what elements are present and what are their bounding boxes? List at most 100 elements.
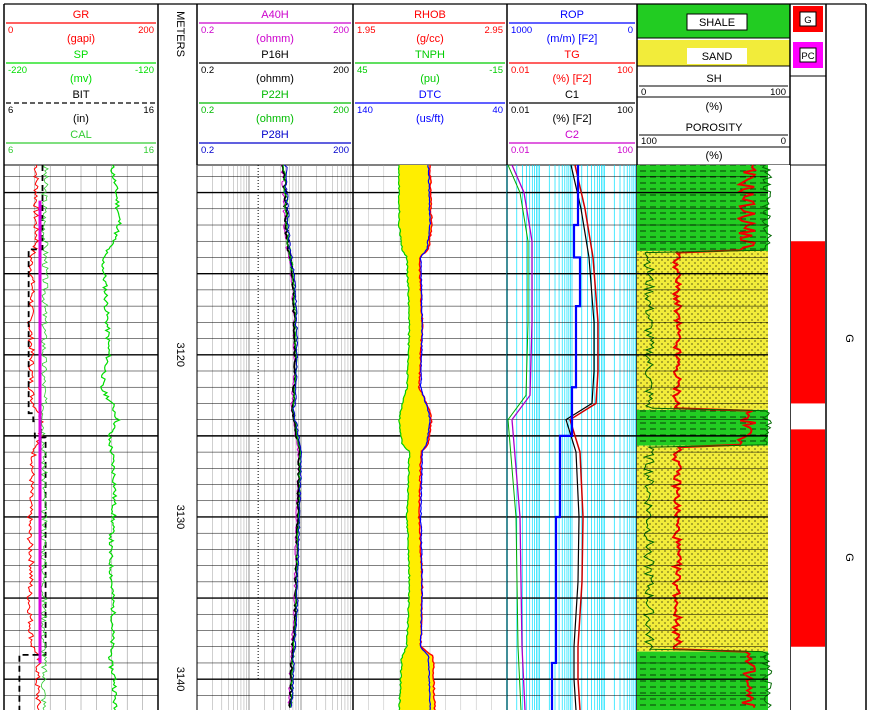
gas-zone-bar xyxy=(791,241,825,404)
curve-unit: (us/ft) xyxy=(416,113,444,125)
zone-label: G xyxy=(843,553,855,562)
scale-max: 200 xyxy=(138,25,154,36)
lithology-interval xyxy=(637,445,768,652)
c2-curve xyxy=(511,164,533,710)
scale-max: -15 xyxy=(489,65,503,76)
scale-min: 0.01 xyxy=(511,105,530,116)
c1-curve xyxy=(565,164,595,710)
depth-unit-label: METERS xyxy=(174,11,186,57)
scale-max: 200 xyxy=(333,25,349,36)
track-bodies: METERS 3120 3130 3140 G G xyxy=(3,3,867,710)
curve-name: P28H xyxy=(261,129,289,141)
sh-curve-name: SH xyxy=(706,73,721,85)
lithology-interval xyxy=(637,165,768,251)
scale-min: 0.01 xyxy=(511,145,530,156)
sh-unit: (%) xyxy=(705,101,722,113)
scale-min: 0.2 xyxy=(201,65,214,76)
curve-unit: (g/cc) xyxy=(416,33,444,45)
shale-legend-label: SHALE xyxy=(699,17,735,29)
scale-min: -220 xyxy=(8,65,27,76)
scale-max: 16 xyxy=(143,145,154,156)
curve-name: TNPH xyxy=(415,49,445,61)
bit-curve xyxy=(18,165,47,710)
p16h-curve xyxy=(281,164,301,708)
scale-min: 6 xyxy=(8,145,13,156)
scale-max: 100 xyxy=(617,65,633,76)
p28h-curve xyxy=(283,164,303,708)
curve-unit: (gapi) xyxy=(67,33,95,45)
porosity-max: 0 xyxy=(781,136,786,147)
scale-max: 100 xyxy=(617,105,633,116)
sh-max: 100 xyxy=(770,87,786,98)
crossover-fill xyxy=(398,165,436,710)
scale-min: 0.2 xyxy=(201,105,214,116)
depth-label: 3140 xyxy=(174,667,186,691)
scale-max: 200 xyxy=(333,145,349,156)
curve-unit: (ohmm) xyxy=(256,33,294,45)
gas-zone-bar xyxy=(791,429,825,647)
curve-name: RHOB xyxy=(414,9,446,21)
curve-name: ROP xyxy=(560,9,584,21)
sand-legend-label: SAND xyxy=(702,51,733,63)
curve-name: GR xyxy=(73,9,90,21)
scale-min: 0 xyxy=(8,25,13,36)
depth-label: 3120 xyxy=(174,343,186,367)
scale-min: 0.01 xyxy=(511,65,530,76)
sh-min: 0 xyxy=(641,87,646,98)
curve-name: DTC xyxy=(419,89,442,101)
curve-name: SP xyxy=(74,49,89,61)
shale-legend-box xyxy=(686,13,748,31)
sand-legend-box xyxy=(687,48,747,64)
scale-min: 140 xyxy=(357,105,373,116)
scale-min: 0.2 xyxy=(201,25,214,36)
curve-unit: (ohmm) xyxy=(256,113,294,125)
scale-max: 40 xyxy=(492,105,503,116)
curve-name: C1 xyxy=(565,89,579,101)
curve-name: BIT xyxy=(72,89,89,101)
porosity-curve-name: POROSITY xyxy=(686,122,744,134)
porosity-unit: (%) xyxy=(705,150,722,162)
curve-name: P16H xyxy=(261,49,289,61)
curve-unit: (in) xyxy=(73,113,89,125)
zone-legend-code: PC xyxy=(801,51,814,62)
scale-min: 0.2 xyxy=(201,145,214,156)
scale-max: 16 xyxy=(143,105,154,116)
curve-name: CAL xyxy=(70,129,91,141)
curve-unit: (pu) xyxy=(420,73,440,85)
scale-max: 0 xyxy=(628,25,633,36)
curve-name: P22H xyxy=(261,89,289,101)
scale-max: 200 xyxy=(333,105,349,116)
scale-min: 1000 xyxy=(511,25,532,36)
scale-max: 200 xyxy=(333,65,349,76)
curve-name: A40H xyxy=(261,9,289,21)
curve-unit: (m/m) [F2] xyxy=(547,33,598,45)
curve-unit: (mv) xyxy=(70,73,92,85)
scale-max: 100 xyxy=(617,145,633,156)
tg-curve xyxy=(569,164,599,710)
c2-companion-curve xyxy=(507,164,529,710)
dtc-curve xyxy=(419,164,432,710)
curve-unit: (ohmm) xyxy=(256,73,294,85)
porosity-min: 100 xyxy=(641,136,657,147)
track-headers: GR 0 200 (gapi) SP -220 -120 (mv) BIT 6 16 (in) CAL 6… xyxy=(6,4,826,162)
curve-name: C2 xyxy=(565,129,579,141)
lithology-interval xyxy=(637,250,768,410)
scale-max: -120 xyxy=(135,65,154,76)
sp-curve xyxy=(99,164,122,710)
scale-min: 45 xyxy=(357,65,368,76)
curve-unit: (%) [F2] xyxy=(552,113,591,125)
rop-curve xyxy=(550,165,582,710)
lithology-interval xyxy=(637,409,768,446)
depth-label: 3130 xyxy=(174,505,186,529)
scale-max: 2.95 xyxy=(485,25,504,36)
tnph-curve xyxy=(397,164,411,710)
curve-unit: (%) [F2] xyxy=(552,73,591,85)
zone-legend-code: G xyxy=(804,15,811,26)
zone-legend-box xyxy=(799,47,817,63)
scale-min: 1.95 xyxy=(357,25,376,36)
zone-label: G xyxy=(843,334,855,343)
zone-legend-box xyxy=(799,11,817,27)
curve-name: TG xyxy=(564,49,579,61)
scale-min: 6 xyxy=(8,105,13,116)
